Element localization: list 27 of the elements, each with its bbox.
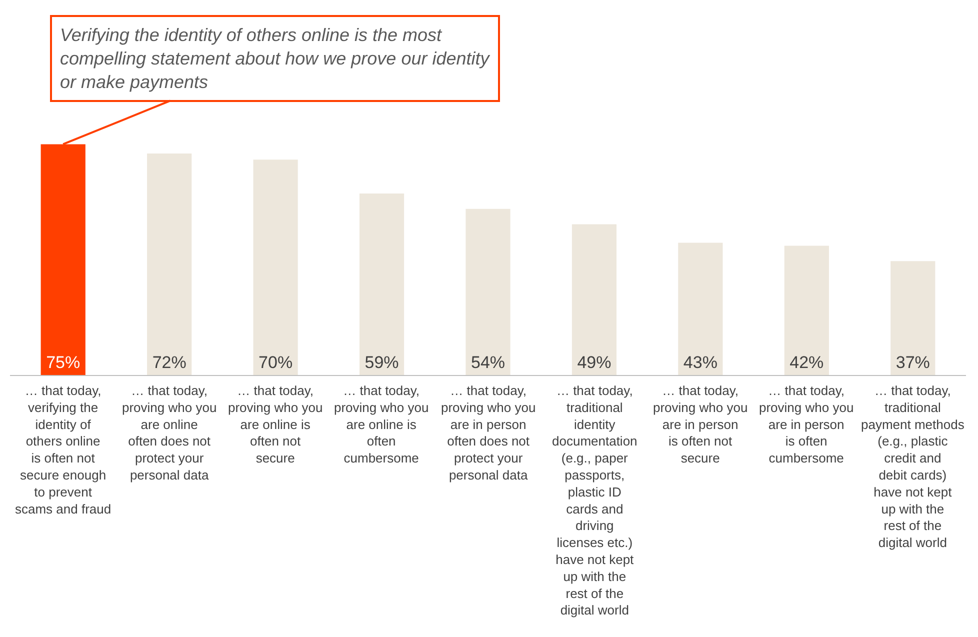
x-tick-label: … that today, proving who you are in person is often cumbersome [759, 383, 854, 466]
data-label: 70% [258, 353, 293, 372]
bar [678, 242, 723, 375]
data-label: 37% [896, 353, 930, 372]
data-label: 43% [683, 353, 718, 372]
x-tick-label: … that today, proving who you are online is often cumbersome [334, 383, 429, 466]
bar [784, 246, 829, 375]
x-tick-label: … that today, verifying the identity of others online is often not secure enough to prevent scams and fraud [15, 383, 112, 516]
bar [359, 193, 404, 375]
x-tick-label: … that today, proving who you are online is often not secure [228, 383, 323, 466]
category-label: … that today, traditional payment methods (e.g., plastic credit and debit cards) have not kept up with the rest of the digital world [861, 383, 964, 550]
data-label: 49% [577, 353, 612, 372]
bar [466, 208, 510, 375]
bar [147, 153, 192, 375]
annotation: Verifying the identity of others online is the most compelling statement about how we prove our identity or make payments [60, 25, 490, 92]
x-tick-label: … that today, proving who you are in person often does not protect your personal data [441, 383, 536, 482]
bar [253, 160, 298, 375]
bar [572, 224, 617, 375]
x-tick-label: … that today, proving who you are in person is often not secure [653, 383, 748, 466]
data-label: 59% [364, 353, 399, 372]
data-label: 75% [46, 353, 80, 372]
data-label: 54% [470, 353, 506, 372]
data-label: 72% [152, 353, 186, 372]
category-label: … that today, traditional identity documentation (e.g., paper passports, plastic ID cards and driving licenses etc.) have not kept up with the rest of the digital world [552, 383, 638, 618]
data-label: 42% [790, 353, 824, 372]
x-tick-label: … that today, proving who you are online often does not protect your personal data [122, 383, 217, 482]
bar [890, 261, 936, 375]
